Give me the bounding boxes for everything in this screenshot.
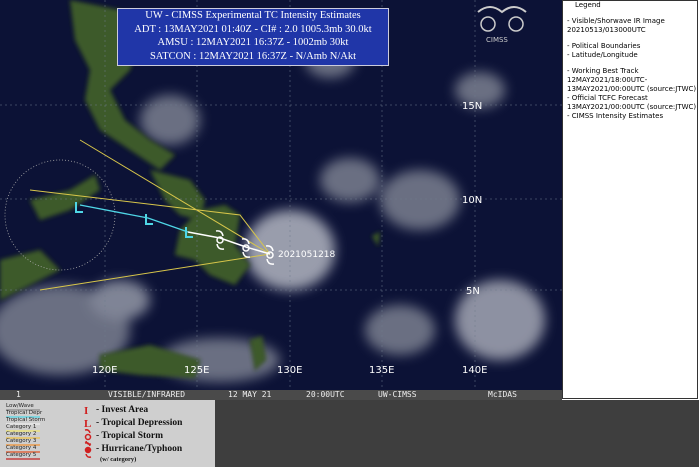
title: UW - CIMSS Experimental TC Intensity Est… — [145, 10, 361, 21]
forecast-track — [79, 204, 189, 233]
storm-markers — [215, 230, 275, 265]
track-legend-label: Tropical Storm — [6, 417, 46, 423]
logo-text: CIMSS — [486, 36, 508, 44]
side-legend-item: - Political Boundaries — [567, 42, 641, 50]
lon-label: 140E — [462, 365, 487, 376]
track-legend-label: Category 5 — [6, 452, 37, 458]
side-legend-item: 12MAY2021/18:00UTC- — [567, 76, 648, 84]
legend-lines — [6, 409, 40, 460]
track-legend-label: Tropical Depr — [6, 410, 43, 416]
footer-text: 12 MAY 21 — [228, 390, 272, 399]
legend-art — [6, 409, 92, 460]
symbol-legend-label: - Tropical Storm — [96, 431, 164, 441]
track-legend-label: Low/Wave — [6, 403, 34, 409]
side-legend-item: 20210513/013000UTC — [567, 26, 646, 34]
side-legend-item: - CIMSS Intensity Estimates — [567, 112, 664, 120]
estimate-line: SATCON : 12MAY2021 16:37Z - N/Amb N/Akt — [149, 50, 357, 62]
symbol-legend-label: - Invest Area — [96, 405, 149, 415]
side-legend-item: - Working Best Track — [567, 67, 639, 75]
lat-label: 10N — [462, 195, 482, 206]
side-legend-item: 13MAY2021/00:00UTC (source:JTWC) — [567, 103, 697, 111]
footer-text: VISIBLE/INFRARED — [108, 390, 186, 399]
symbol-legend-label: - Tropical Depression — [96, 418, 183, 428]
footer-text: 1 — [16, 390, 21, 399]
symbol-note: (w/ category) — [100, 456, 137, 463]
lon-labels: 120E 125E 130E 135E 140E — [92, 365, 487, 376]
estimate-line: AMSU : 12MAY2021 16:37Z - 1002mb 30kt — [157, 37, 349, 48]
side-legend: Legend - Visible/Shorwave IR Image 202105… — [562, 0, 698, 399]
bottom-panel: Low/Wave Tropical Depr Tropical Storm Categ… — [0, 400, 699, 467]
track-legend-label: Category 2 — [6, 431, 37, 437]
side-legend-title: Legend — [575, 1, 601, 9]
best-track — [187, 231, 271, 255]
cimss-logo: CIMSS — [477, 6, 527, 44]
lon-label: 125E — [184, 365, 209, 376]
side-legend-item: - Visible/Shorwave IR Image — [567, 17, 665, 25]
lat-label: 15N — [462, 101, 482, 112]
land — [0, 0, 381, 379]
track-legend: Low/Wave Tropical Depr Tropical Storm Categ… — [0, 400, 215, 467]
forecast-cone — [29, 139, 271, 291]
symbol-legend-label: - Hurricane/Typhoon — [96, 444, 183, 454]
track-legend-label: Category 1 — [6, 424, 37, 430]
estimate-line: ADT : 13MAY2021 01:40Z - CI# : 2.0 1005.… — [134, 23, 372, 35]
track-legend-label: Category 4 — [6, 445, 37, 451]
footer-text: UW-CIMSS — [378, 390, 417, 399]
legend-storm-icons — [84, 429, 92, 458]
lon-label: 120E — [92, 365, 117, 376]
dotted-circle — [4, 159, 116, 271]
lon-label: 135E — [369, 365, 394, 376]
storm-label: 2021051218 — [278, 250, 336, 260]
legend-symbol: I — [84, 405, 89, 417]
footer-strip: 1 VISIBLE/INFRARED 12 MAY 21 20:00UTC UW… — [0, 390, 562, 400]
side-legend-item: - Latitude/Longitude — [567, 51, 638, 59]
side-legend-item: - Official TCFC Forecast — [567, 94, 648, 102]
legend-symbol: L — [84, 418, 92, 430]
lon-label: 130E — [277, 365, 302, 376]
td-markers — [75, 202, 193, 238]
side-legend-items: - Visible/Shorwave IR Image 20210513/0130… — [563, 17, 697, 121]
lat-labels: 15N 10N 5N — [462, 101, 482, 297]
lat-label: 5N — [466, 286, 480, 297]
track-legend-label: Category 3 — [6, 438, 37, 444]
footer-text: McIDAS — [488, 390, 517, 399]
title-box: UW - CIMSS Experimental TC Intensity Est… — [117, 8, 389, 66]
footer-text: 20:00UTC — [306, 390, 345, 399]
side-legend-item: 13MAY2021/00:00UTC (source:JTWC) — [567, 85, 697, 93]
